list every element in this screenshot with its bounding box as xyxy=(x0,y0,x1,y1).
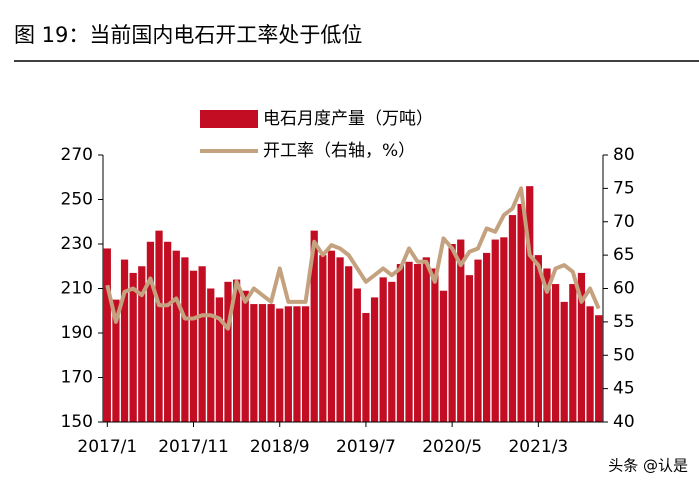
bar xyxy=(526,186,534,422)
bar xyxy=(129,272,137,422)
bar xyxy=(258,304,267,422)
bar xyxy=(207,288,215,422)
y-tick-label: 270 xyxy=(61,145,93,165)
y2-tick-label: 65 xyxy=(613,245,635,265)
bar xyxy=(310,230,318,422)
y2-tick-label: 60 xyxy=(613,279,635,299)
bar xyxy=(577,272,586,422)
bar xyxy=(586,306,594,422)
bar xyxy=(215,297,223,422)
bar xyxy=(250,304,258,422)
bar xyxy=(431,268,439,422)
bar xyxy=(569,284,577,422)
bar xyxy=(379,277,387,422)
y2-tick-label: 50 xyxy=(613,345,635,365)
bar xyxy=(138,266,146,422)
bar xyxy=(164,241,172,422)
bar xyxy=(120,259,129,422)
y2-tick-label: 55 xyxy=(613,312,635,332)
bar xyxy=(112,299,120,422)
watermark: 头条 @认是 xyxy=(608,457,688,475)
x-tick-label: 2017/11 xyxy=(158,437,229,457)
bar xyxy=(474,259,482,422)
bar xyxy=(293,306,301,422)
bar xyxy=(388,281,396,422)
x-tick-label: 2021/3 xyxy=(508,437,568,457)
y-tick-label: 230 xyxy=(61,234,93,254)
bar xyxy=(396,264,405,422)
bar xyxy=(267,304,275,422)
bar xyxy=(189,270,198,422)
bar xyxy=(301,306,310,422)
line xyxy=(105,186,601,331)
bar xyxy=(103,248,111,422)
y-tick-label: 150 xyxy=(61,412,93,432)
y2-tick-label: 45 xyxy=(613,379,635,399)
legend-label: 电石月度产量（万吨） xyxy=(263,109,433,129)
bar xyxy=(448,244,456,422)
legend-swatch xyxy=(200,110,258,128)
bar xyxy=(233,279,241,422)
x-tick-label: 2017/1 xyxy=(77,437,137,457)
bar xyxy=(560,301,568,422)
bar xyxy=(543,268,551,422)
bar xyxy=(370,297,379,422)
bar xyxy=(534,255,542,422)
bar xyxy=(405,261,413,422)
x-tick-label: 2018/9 xyxy=(250,437,310,457)
bar xyxy=(345,266,353,422)
chart-title: 图 19：当前国内电石开工率处于低位 xyxy=(14,23,362,47)
bar xyxy=(483,252,491,422)
x-tick-label: 2020/5 xyxy=(422,437,482,457)
y-tick-label: 170 xyxy=(61,368,93,388)
y2-tick-label: 80 xyxy=(613,145,635,165)
y-tick-label: 190 xyxy=(61,323,93,343)
bar xyxy=(439,290,448,422)
bar xyxy=(414,264,422,422)
bar xyxy=(595,315,603,422)
y2-tick-label: 70 xyxy=(613,212,635,232)
x-tick-label: 2019/7 xyxy=(336,437,396,457)
y-tick-label: 210 xyxy=(61,279,93,299)
bar xyxy=(422,257,430,422)
bar xyxy=(284,306,292,422)
bar xyxy=(319,255,327,422)
bar xyxy=(491,239,499,422)
bar xyxy=(241,290,249,422)
y2-tick-label: 75 xyxy=(613,178,635,198)
bar xyxy=(172,250,180,422)
bar xyxy=(146,241,155,422)
bar xyxy=(362,312,370,422)
legend-label: 开工率（右轴，%） xyxy=(263,141,415,161)
bar xyxy=(276,308,284,422)
bar xyxy=(181,257,189,422)
bar xyxy=(224,281,232,422)
bar xyxy=(508,215,517,422)
y-tick-label: 250 xyxy=(61,190,93,210)
bar xyxy=(517,203,525,422)
bar xyxy=(465,275,473,422)
bar xyxy=(336,257,344,422)
bar xyxy=(198,266,206,422)
bar xyxy=(551,284,560,422)
bar xyxy=(457,239,465,422)
bar xyxy=(155,230,163,422)
bar xyxy=(500,237,508,422)
bar xyxy=(353,288,361,422)
bar xyxy=(327,250,336,422)
y2-tick-label: 40 xyxy=(613,412,635,432)
